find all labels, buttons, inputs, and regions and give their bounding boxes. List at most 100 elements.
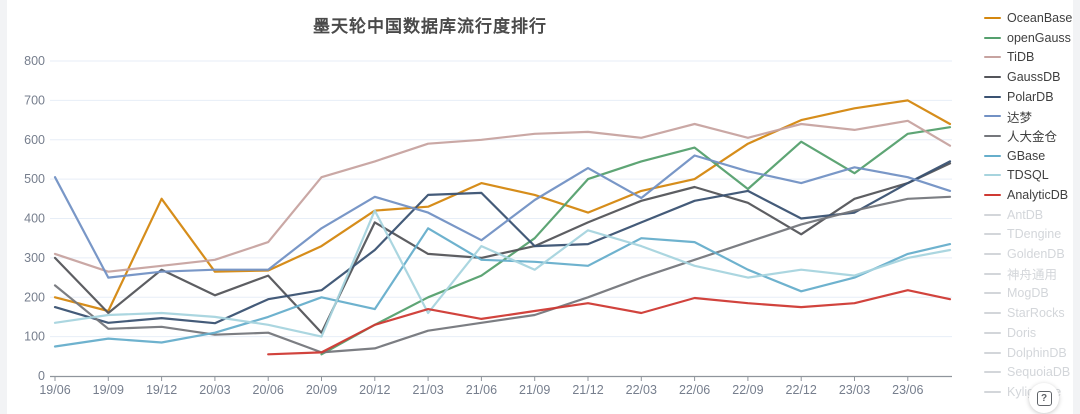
- legend-swatch-达梦: [984, 115, 1001, 118]
- legend-swatch-TDSQL: [984, 174, 1001, 177]
- legend-label-神舟通用: 神舟通用: [1007, 268, 1058, 283]
- legend-item-人大金仓[interactable]: 人大金仓: [984, 126, 1076, 146]
- series-line-AnalyticDB[interactable]: [267, 289, 952, 356]
- y-tick-label-200: 200: [24, 290, 45, 304]
- legend-swatch-GaussDB: [984, 75, 1001, 78]
- legend-swatch-TiDB: [984, 56, 1001, 59]
- y-tick-label-600: 600: [24, 133, 45, 147]
- legend-swatch-MogDB: [984, 292, 1001, 295]
- legend-swatch-TDengine: [984, 233, 1001, 236]
- legend-label-AntDB: AntDB: [1007, 207, 1044, 222]
- x-tick-label-22/03: 22/03: [626, 383, 657, 397]
- legend-label-SequoiaDB: SequoiaDB: [1007, 365, 1071, 380]
- series-line-GaussDB[interactable]: [53, 162, 952, 334]
- legend-item-SequoiaDB[interactable]: SequoiaDB: [984, 362, 1076, 382]
- legend-label-TiDB: TiDB: [1007, 50, 1035, 65]
- x-tick-label-21/09: 21/09: [519, 383, 550, 397]
- legend-label-AnalyticDB: AnalyticDB: [1007, 188, 1069, 203]
- legend-swatch-OceanBase: [984, 16, 1001, 19]
- y-tick-label-500: 500: [24, 172, 45, 186]
- legend-swatch-Kyligence: [984, 390, 1001, 393]
- x-tick-label-20/06: 20/06: [253, 383, 284, 397]
- x-tick-label-23/03: 23/03: [839, 383, 870, 397]
- series-line-PolarDB[interactable]: [53, 160, 952, 325]
- legend-item-openGauss[interactable]: openGauss: [984, 28, 1076, 48]
- legend-label-达梦: 达梦: [1007, 110, 1033, 125]
- x-tick-label-22/12: 22/12: [786, 383, 817, 397]
- legend-item-GBase[interactable]: GBase: [984, 146, 1076, 166]
- question-mark-icon: ?: [1036, 390, 1052, 406]
- legend-swatch-GBase: [984, 154, 1001, 157]
- legend-label-PolarDB: PolarDB: [1007, 89, 1054, 104]
- legend-item-DolphinDB[interactable]: DolphinDB: [984, 343, 1076, 363]
- legend-item-PolarDB[interactable]: PolarDB: [984, 87, 1076, 107]
- series-line-达梦[interactable]: [53, 154, 952, 279]
- legend-swatch-PolarDB: [984, 95, 1001, 98]
- x-tick-label-19/12: 19/12: [146, 383, 177, 397]
- legend-label-TDengine: TDengine: [1007, 227, 1062, 242]
- legend-label-GBase: GBase: [1007, 148, 1046, 163]
- series-line-TDSQL[interactable]: [53, 209, 952, 338]
- x-tick-label-21/03: 21/03: [412, 383, 443, 397]
- x-tick-label-20/09: 20/09: [306, 383, 337, 397]
- legend-label-OceanBase: OceanBase: [1007, 10, 1073, 25]
- y-tick-label-300: 300: [24, 251, 45, 265]
- legend-swatch-神舟通用: [984, 272, 1001, 275]
- legend-item-TiDB[interactable]: TiDB: [984, 47, 1076, 67]
- series-line-TiDB[interactable]: [53, 119, 952, 273]
- series-line-OceanBase[interactable]: [53, 99, 952, 313]
- y-tick-label-0: 0: [38, 369, 45, 383]
- legend-swatch-StarRocks: [984, 312, 1001, 315]
- legend-label-TDSQL: TDSQL: [1007, 168, 1049, 183]
- x-tick-label-19/09: 19/09: [93, 383, 124, 397]
- legend-item-达梦[interactable]: 达梦: [984, 106, 1076, 126]
- left-page-gutter: [0, 0, 7, 414]
- legend-swatch-GoldenDB: [984, 253, 1001, 256]
- legend-item-TDengine[interactable]: TDengine: [984, 225, 1076, 245]
- legend-item-TDSQL[interactable]: TDSQL: [984, 166, 1076, 186]
- legend-label-Doris: Doris: [1007, 325, 1037, 340]
- legend-label-GoldenDB: GoldenDB: [1007, 247, 1065, 262]
- legend-swatch-SequoiaDB: [984, 371, 1001, 374]
- help-button[interactable]: ?: [1029, 383, 1059, 413]
- legend-item-GoldenDB[interactable]: GoldenDB: [984, 244, 1076, 264]
- chart-title: 墨天轮中国数据库流行度排行: [313, 17, 547, 36]
- y-tick-label-800: 800: [24, 54, 45, 68]
- x-tick-label-21/06: 21/06: [466, 383, 497, 397]
- legend-item-AntDB[interactable]: AntDB: [984, 205, 1076, 225]
- legend-item-GaussDB[interactable]: GaussDB: [984, 67, 1076, 87]
- legend-swatch-Doris: [984, 331, 1001, 334]
- legend-label-openGauss: openGauss: [1007, 30, 1071, 45]
- series-line-GBase[interactable]: [53, 227, 952, 348]
- legend-item-OceanBase[interactable]: OceanBase: [984, 8, 1076, 28]
- series-line-openGauss[interactable]: [320, 126, 952, 356]
- x-tick-label-19/06: 19/06: [39, 383, 70, 397]
- legend-label-GaussDB: GaussDB: [1007, 69, 1061, 84]
- y-tick-label-700: 700: [24, 93, 45, 107]
- legend-item-MogDB[interactable]: MogDB: [984, 284, 1076, 304]
- legend-swatch-openGauss: [984, 36, 1001, 39]
- y-tick-label-400: 400: [24, 212, 45, 226]
- x-tick-label-20/12: 20/12: [359, 383, 390, 397]
- legend-label-DolphinDB: DolphinDB: [1007, 345, 1067, 360]
- x-tick-label-22/06: 22/06: [679, 383, 710, 397]
- chart-legend: OceanBase openGauss TiDB GaussDB PolarDB 达梦人大…: [984, 8, 1076, 402]
- legend-swatch-DolphinDB: [984, 351, 1001, 354]
- legend-swatch-AnalyticDB: [984, 194, 1001, 197]
- series-line-人大金仓[interactable]: [53, 195, 952, 354]
- legend-label-MogDB: MogDB: [1007, 286, 1049, 301]
- x-tick-label-22/09: 22/09: [732, 383, 763, 397]
- legend-label-StarRocks: StarRocks: [1007, 306, 1065, 321]
- legend-label-人大金仓: 人大金仓: [1007, 130, 1058, 145]
- legend-item-StarRocks[interactable]: StarRocks: [984, 303, 1076, 323]
- x-tick-label-21/12: 21/12: [572, 383, 603, 397]
- legend-item-神舟通用[interactable]: 神舟通用: [984, 264, 1076, 284]
- legend-item-Doris[interactable]: Doris: [984, 323, 1076, 343]
- x-tick-label-20/03: 20/03: [199, 383, 230, 397]
- legend-item-AnalyticDB[interactable]: AnalyticDB: [984, 185, 1076, 205]
- right-page-gutter: [1073, 0, 1080, 414]
- y-tick-label-100: 100: [24, 330, 45, 344]
- legend-swatch-AntDB: [984, 213, 1001, 216]
